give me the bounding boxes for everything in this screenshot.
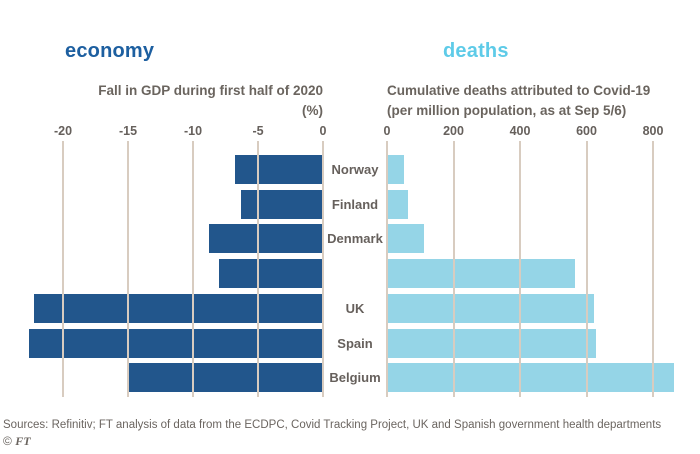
deaths-bar-spain — [387, 329, 596, 358]
gridline — [585, 141, 588, 397]
gdp-bar-spain — [29, 329, 323, 358]
gridline — [257, 141, 259, 397]
axis-tick-label: 400 — [509, 124, 531, 138]
axis-tick-label: -5 — [252, 124, 264, 138]
gridline — [192, 141, 194, 397]
deaths-chart-subtitle: Cumulative deaths attributed to Covid-19… — [387, 81, 687, 121]
gridline — [452, 141, 455, 397]
gdp-bar-denmark — [208, 224, 323, 253]
deaths-bar-finland — [387, 190, 408, 219]
axis-tick-label: 0 — [319, 124, 327, 138]
deaths-title: deaths — [443, 40, 509, 62]
deaths-bar-norway — [387, 155, 404, 184]
deaths-subtitle-line1: Cumulative deaths attributed to Covid-19 — [387, 83, 651, 98]
deaths-bar-denmark — [387, 224, 424, 253]
axis-tick-label: 600 — [576, 124, 597, 138]
gridline — [322, 141, 324, 397]
axis-tick-label: 0 — [383, 124, 391, 138]
gridline — [386, 141, 388, 397]
category-label: Belgium — [329, 370, 381, 385]
category-label: UK — [345, 301, 365, 316]
axis-tick-label: 200 — [443, 124, 464, 138]
gdp-bar-norway — [234, 155, 323, 184]
category-label: Finland — [331, 197, 379, 212]
deaths-bar-row4 — [387, 259, 575, 288]
gdp-unit-label: (%) — [302, 103, 323, 118]
gdp-chart-subtitle: Fall in GDP during first half of 2020 (%… — [0, 81, 323, 121]
sources-note: Sources: Refinitiv; FT analysis of data … — [3, 419, 662, 431]
axis-tick-label: 800 — [642, 124, 664, 138]
gridline — [62, 141, 64, 397]
gdp-bar-uk — [34, 294, 323, 323]
deaths-subtitle-line2: (per million population, as at Sep 5/6) — [387, 103, 627, 118]
copyright-symbol: © — [3, 434, 12, 448]
gdp-bar-finland — [241, 190, 323, 219]
gdp-bar-row4 — [219, 259, 323, 288]
gridline — [652, 141, 654, 397]
category-label: Norway — [331, 162, 379, 177]
category-label: Spain — [337, 336, 373, 351]
gridline — [127, 141, 129, 397]
axis-tick-label: -10 — [183, 124, 203, 138]
gridline — [519, 141, 521, 397]
deaths-bar-uk — [387, 294, 594, 323]
category-label: Denmark — [327, 231, 383, 246]
axis-tick-label: -15 — [118, 124, 138, 138]
axis-tick-label: -20 — [53, 124, 73, 138]
deaths-bar-belgium — [387, 363, 674, 392]
gdp-bar-belgium — [128, 363, 323, 392]
gdp-subtitle-line: Fall in GDP during first half of 2020 — [98, 83, 323, 98]
ft-logo-text: FT — [15, 434, 31, 448]
ft-copyright: © FT — [3, 434, 31, 449]
economy-title: economy — [65, 40, 155, 62]
